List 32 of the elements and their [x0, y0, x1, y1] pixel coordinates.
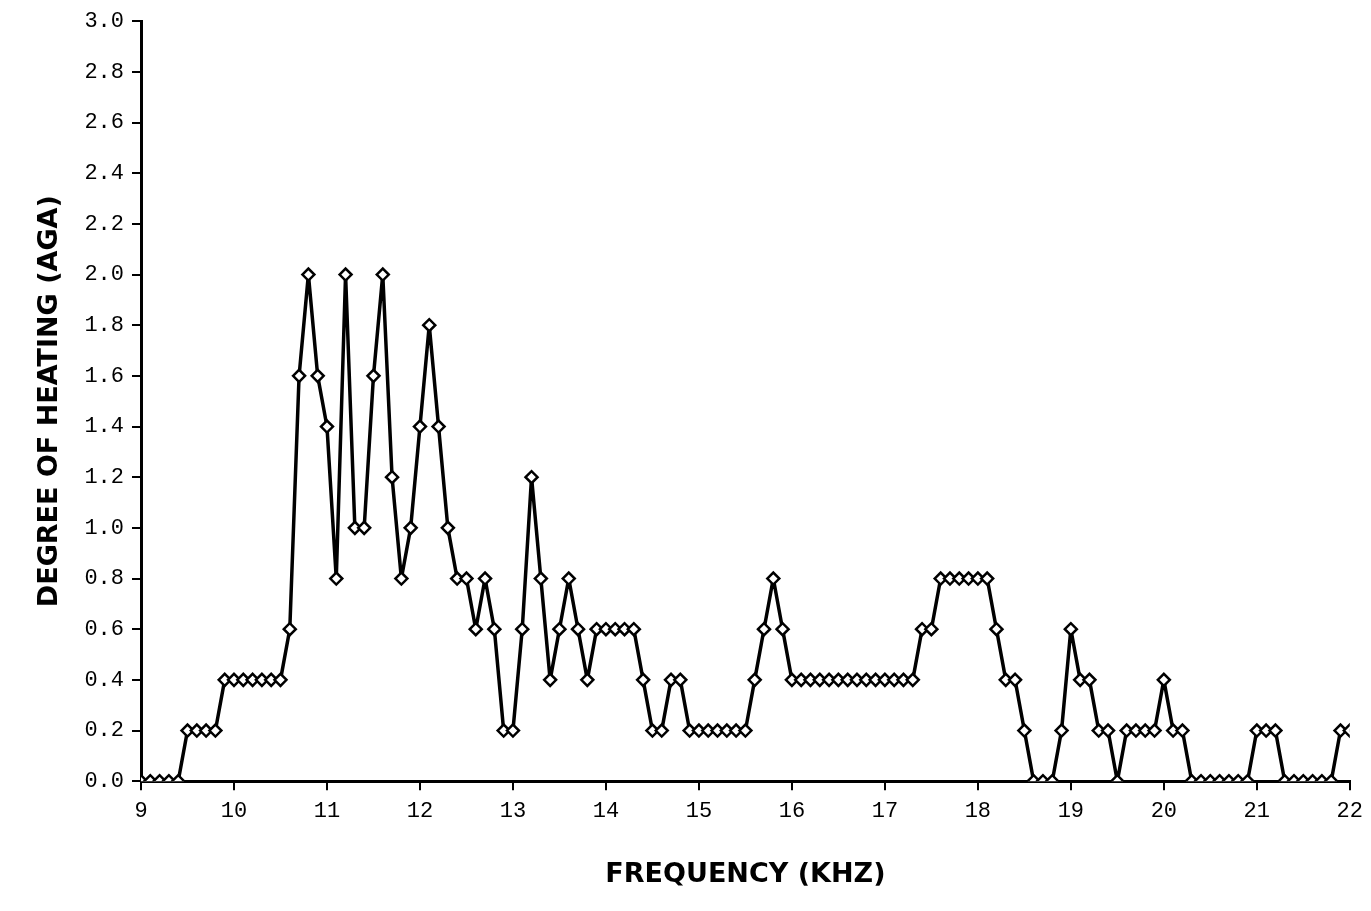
x-tick-label: 21: [1243, 799, 1271, 825]
y-tick-label: 2.6: [84, 110, 125, 136]
y-tick-label: 1.0: [84, 515, 125, 541]
y-tick-label: 2.2: [84, 211, 125, 237]
y-tick-label: 0.0: [84, 769, 125, 795]
x-tick-label: 17: [871, 799, 899, 825]
x-tick-label: 10: [220, 799, 248, 825]
x-axis-title: FREQUENCY (KHZ): [605, 856, 886, 888]
x-tick-label: 9: [134, 799, 148, 825]
y-tick-label: 1.4: [84, 414, 125, 440]
x-tick-label: 11: [313, 799, 341, 825]
y-tick-label: 2.4: [84, 161, 125, 187]
y-tick-label: 1.8: [84, 313, 125, 339]
x-tick-label: 15: [685, 799, 713, 825]
y-tick-label: 1.2: [84, 465, 125, 491]
y-tick-label: 3.0: [84, 9, 125, 35]
x-tick-label: 19: [1057, 799, 1085, 825]
x-tick-label: 20: [1150, 799, 1178, 825]
x-tick-label: 14: [592, 799, 620, 825]
y-tick-label: 0.4: [84, 667, 125, 693]
y-tick-label: 0.2: [84, 718, 125, 744]
x-tick-label: 22: [1336, 799, 1363, 825]
y-tick-label: 0.6: [84, 617, 125, 643]
y-tick-label: 2.0: [84, 262, 125, 288]
x-tick-label: 12: [406, 799, 434, 825]
y-tick-label: 0.8: [84, 566, 125, 592]
y-axis-title: DEGREE OF HEATING (AGA): [32, 195, 64, 608]
x-tick-label: 18: [964, 799, 992, 825]
x-tick-label: 13: [499, 799, 527, 825]
x-tick-label: 16: [778, 799, 806, 825]
y-tick-label: 1.6: [84, 363, 125, 389]
y-tick-label: 2.8: [84, 59, 125, 85]
